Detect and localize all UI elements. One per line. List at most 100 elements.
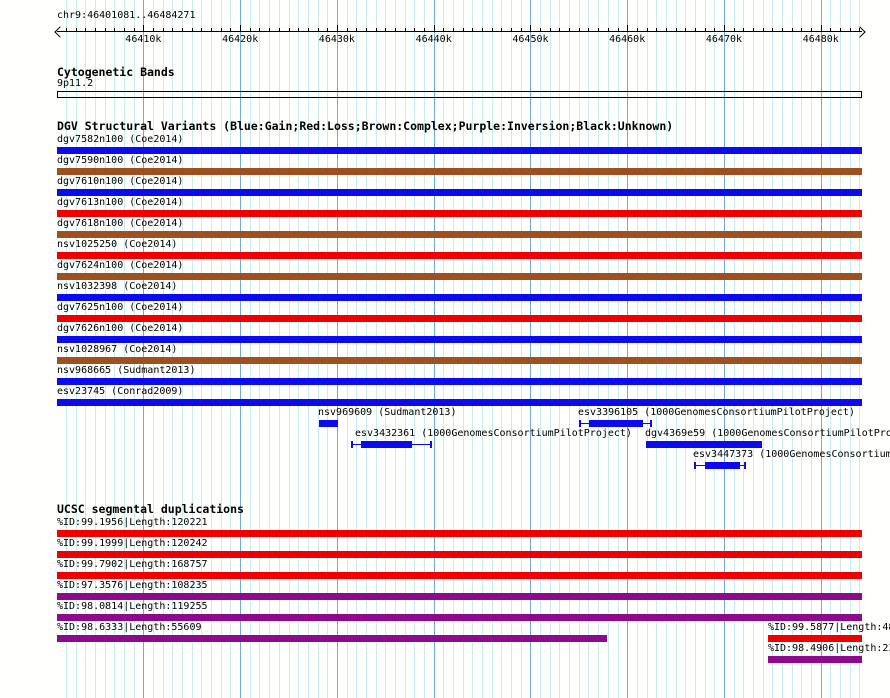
dgv-feature-bar[interactable] <box>57 336 862 343</box>
ruler-minor-tick <box>269 28 271 31</box>
ruler-minor-tick <box>298 28 300 31</box>
minor-gridline <box>162 0 164 698</box>
cytoband-box[interactable] <box>57 91 862 98</box>
segdup-feature-bar[interactable] <box>57 551 862 558</box>
minor-gridline <box>772 0 774 698</box>
ruler-minor-tick <box>191 28 193 31</box>
ruler-minor-tick <box>704 28 706 31</box>
segdup-track-label: %ID:97.3576|Length:108235 <box>57 580 208 591</box>
ruler-minor-tick <box>414 28 416 31</box>
ruler-tick-label: 46480k <box>802 34 839 45</box>
minor-gridline <box>598 0 600 698</box>
ruler-minor-tick <box>656 28 658 31</box>
dgv-feature-bar[interactable] <box>319 420 338 427</box>
major-gridline <box>143 0 145 698</box>
dgv-track-label: nsv1028967 (Coe2014) <box>57 344 178 355</box>
ruler-minor-tick <box>578 28 580 31</box>
minor-gridline <box>249 0 251 698</box>
minor-gridline <box>124 0 125 698</box>
dgv-feature-bar[interactable] <box>57 252 862 259</box>
segdup-feature-bar[interactable] <box>57 614 862 621</box>
major-gridline <box>530 0 532 698</box>
ruler-minor-tick <box>278 28 280 31</box>
dgv-feature-bar[interactable] <box>57 231 862 238</box>
dgv-feature-bar[interactable] <box>57 315 862 322</box>
ruler-minor-tick <box>249 28 251 31</box>
minor-gridline <box>791 0 793 698</box>
ruler-minor-tick <box>617 28 619 31</box>
ruler-major-tick <box>336 25 338 31</box>
dgv-feature-bar[interactable] <box>57 294 862 301</box>
dgv-feature-bar[interactable] <box>57 378 862 385</box>
dgv-feature-bar[interactable] <box>351 441 432 448</box>
ruler-minor-tick <box>94 28 96 31</box>
ruler-minor-tick <box>162 28 164 31</box>
major-gridline <box>627 0 629 698</box>
dgv-feature-bar[interactable] <box>57 147 862 154</box>
minor-gridline <box>559 0 561 698</box>
ruler-minor-tick <box>491 28 493 31</box>
segdup-section-title: UCSC segmental duplications <box>57 502 244 516</box>
segdup-feature-bar[interactable] <box>768 656 862 663</box>
segdup-feature-bar[interactable] <box>57 593 862 600</box>
minor-gridline <box>859 0 861 698</box>
ruler-minor-tick <box>588 28 590 31</box>
minor-gridline <box>743 0 745 698</box>
major-gridline <box>240 0 242 698</box>
dgv-feature-bar[interactable] <box>646 441 762 448</box>
ruler-major-tick <box>627 25 629 31</box>
dgv-feature-bar[interactable] <box>57 168 862 175</box>
ruler-minor-tick <box>153 28 154 31</box>
ruler-minor-tick <box>346 28 348 31</box>
ruler-axis[interactable] <box>57 31 862 32</box>
ruler-minor-tick <box>182 28 183 31</box>
ruler-minor-tick <box>859 28 861 31</box>
minor-gridline <box>830 0 832 698</box>
dgv-feature-bar[interactable] <box>57 273 862 280</box>
minor-gridline <box>201 0 203 698</box>
ruler-minor-tick <box>752 28 754 31</box>
ruler-minor-tick <box>133 28 135 31</box>
minor-gridline <box>685 0 687 698</box>
ruler-minor-tick <box>511 28 512 31</box>
ruler-minor-tick <box>356 28 358 31</box>
segdup-feature-bar[interactable] <box>57 530 862 537</box>
ruler-major-tick <box>723 25 725 31</box>
ruler-minor-tick <box>472 28 474 31</box>
ruler-minor-tick <box>259 28 261 31</box>
minor-gridline <box>782 0 783 698</box>
ruler-minor-tick <box>743 28 745 31</box>
minor-gridline <box>65 0 67 698</box>
ruler-tick-label: 46420k <box>222 34 259 45</box>
dgv-feature-bar[interactable] <box>57 399 862 406</box>
dgv-feature-bar[interactable] <box>57 210 862 217</box>
ruler-minor-tick <box>636 28 638 31</box>
dgv-feature-bar[interactable] <box>57 357 862 364</box>
segdup-feature-bar[interactable] <box>57 572 862 579</box>
ruler-minor-tick <box>714 28 716 31</box>
minor-gridline <box>394 0 396 698</box>
minor-gridline <box>172 0 174 698</box>
minor-gridline <box>327 0 329 698</box>
dgv-feature-bar[interactable] <box>57 189 862 196</box>
ruler-minor-tick <box>104 28 106 31</box>
ruler-major-tick <box>530 25 532 31</box>
dgv-track-label: dgv7625n100 (Coe2014) <box>57 302 184 313</box>
dgv-track-label: dgv7618n100 (Coe2014) <box>57 218 184 229</box>
minor-gridline <box>617 0 619 698</box>
ruler-minor-tick <box>124 28 125 31</box>
ruler-minor-tick <box>782 28 783 31</box>
ruler-minor-tick <box>201 28 203 31</box>
segdup-track-label: %ID:99.5877|Length:48 <box>768 622 890 633</box>
minor-gridline <box>307 0 309 698</box>
minor-gridline <box>365 0 367 698</box>
minor-gridline <box>733 0 735 698</box>
ruler-tick-label: 46460k <box>609 34 646 45</box>
dgv-feature-bar[interactable] <box>579 420 652 427</box>
segdup-feature-bar[interactable] <box>768 635 862 642</box>
ruler-minor-tick <box>230 28 232 31</box>
minor-gridline <box>801 0 803 698</box>
minor-gridline <box>675 0 677 698</box>
dgv-feature-bar[interactable] <box>694 462 746 469</box>
segdup-feature-bar[interactable] <box>57 635 607 642</box>
